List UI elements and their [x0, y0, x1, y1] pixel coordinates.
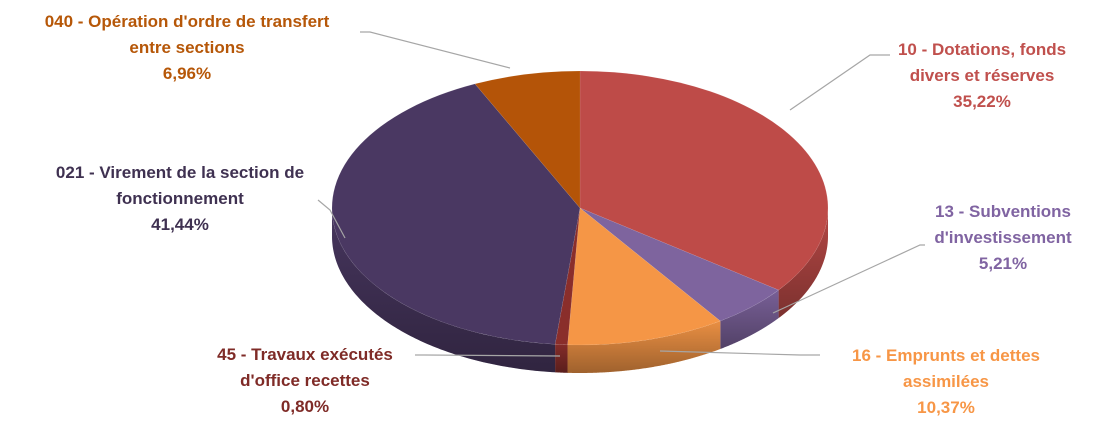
- leader-line-subventions: [772, 244, 925, 314]
- pie-sides: [332, 208, 828, 373]
- data-label-operation-value: 6,96%: [163, 64, 211, 83]
- data-label-subventions-line-1: 13 - Subventions: [935, 202, 1071, 221]
- data-label-operation-line-1: 040 - Opération d'ordre de transfert: [45, 12, 330, 31]
- slice-labels: 10 - Dotations, fonds divers et réserves 3…: [45, 12, 1072, 417]
- data-label-travaux-value: 0,80%: [281, 397, 329, 416]
- pie-slice-emprunts: [567, 207, 721, 346]
- data-label-emprunts-line-2: assimilées: [903, 372, 989, 391]
- pie-slice-travaux: [554, 207, 581, 346]
- data-label-operation-line-2: entre sections: [129, 38, 244, 57]
- leader-line-operation: [360, 31, 511, 69]
- leader-line-virement: [317, 199, 346, 239]
- data-label-subventions-value: 5,21%: [979, 254, 1027, 273]
- data-label-virement-line-2: fonctionnement: [116, 189, 244, 208]
- pie-side-shade-emprunts: [567, 320, 721, 373]
- pie-slice-operation: [474, 70, 581, 209]
- pie-slice-dotations: [579, 70, 829, 291]
- leader-lines: [317, 31, 925, 357]
- leader-line-emprunts: [659, 350, 820, 356]
- pie-tops: [331, 70, 829, 346]
- pie-side-shade-dotations: [778, 208, 828, 319]
- data-label-virement-line-1: 021 - Virement de la section de: [56, 163, 304, 182]
- data-label-dotations-line-2: divers et réserves: [910, 66, 1055, 85]
- pie-slice-virement: [331, 83, 581, 345]
- pie-slice-subventions: [579, 207, 780, 322]
- data-label-dotations-value: 35,22%: [953, 92, 1011, 111]
- data-label-subventions-line-2: d'investissement: [934, 228, 1072, 247]
- pie-side-shade-subventions: [720, 290, 779, 349]
- data-label-dotations-line-1: 10 - Dotations, fonds: [898, 40, 1066, 59]
- data-label-travaux-line-1: 45 - Travaux exécutés: [217, 345, 393, 364]
- data-label-travaux-line-2: d'office recettes: [240, 371, 370, 390]
- data-label-emprunts-value: 10,37%: [917, 398, 975, 417]
- pie-side-shade-travaux: [555, 344, 568, 373]
- data-label-virement-value: 41,44%: [151, 215, 209, 234]
- leader-line-travaux: [415, 354, 561, 357]
- data-label-emprunts-line-1: 16 - Emprunts et dettes: [852, 346, 1040, 365]
- leader-line-dotations: [789, 54, 890, 111]
